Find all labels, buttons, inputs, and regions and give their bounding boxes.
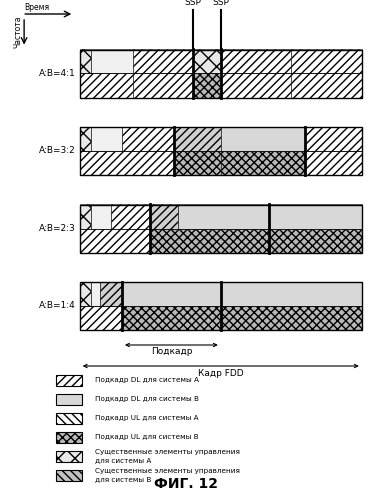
Bar xyxy=(269,228,362,252)
Text: A:B=1:4: A:B=1:4 xyxy=(39,302,76,310)
Bar xyxy=(80,127,91,151)
Bar xyxy=(150,228,269,252)
Bar xyxy=(122,306,221,330)
Bar xyxy=(91,282,99,306)
Bar xyxy=(193,74,221,98)
Text: SSP: SSP xyxy=(212,0,229,7)
Bar xyxy=(91,204,111,229)
Bar xyxy=(80,282,362,330)
Text: SSP: SSP xyxy=(184,0,201,7)
Text: ФИГ. 12: ФИГ. 12 xyxy=(154,477,217,491)
Bar xyxy=(56,450,82,462)
Text: Подкадр UL для системы B: Подкадр UL для системы B xyxy=(95,434,198,440)
Bar xyxy=(122,282,221,306)
Bar xyxy=(150,204,178,229)
Text: A:B=2:3: A:B=2:3 xyxy=(39,224,76,233)
Bar xyxy=(80,228,150,252)
Bar xyxy=(133,50,193,74)
Text: Частота: Частота xyxy=(13,16,22,48)
Bar xyxy=(269,204,362,229)
Bar xyxy=(56,470,82,480)
Bar xyxy=(80,204,91,229)
Bar xyxy=(56,432,82,442)
Bar xyxy=(178,204,269,229)
Text: Существенные элементы управления
для системы B: Существенные элементы управления для сис… xyxy=(95,468,239,482)
Bar xyxy=(80,306,122,330)
Bar xyxy=(56,394,82,404)
Text: Кадр FDD: Кадр FDD xyxy=(198,368,243,378)
Bar xyxy=(91,127,122,151)
Bar xyxy=(174,151,221,175)
Bar xyxy=(56,412,82,424)
Text: Подкадр DL для системы B: Подкадр DL для системы B xyxy=(95,396,198,402)
Bar xyxy=(80,127,362,175)
Bar xyxy=(80,50,91,74)
Bar xyxy=(80,151,174,175)
Text: Время: Время xyxy=(24,3,49,12)
Bar xyxy=(111,204,150,229)
Bar xyxy=(133,74,193,98)
Text: Существенные элементы управления
для системы А: Существенные элементы управления для сис… xyxy=(95,449,239,463)
Bar xyxy=(221,282,362,306)
Bar xyxy=(80,50,362,98)
Text: A:B=3:2: A:B=3:2 xyxy=(39,146,76,156)
Bar xyxy=(291,50,362,74)
Bar xyxy=(80,204,362,252)
Bar xyxy=(305,127,362,151)
Bar xyxy=(193,50,221,74)
Bar xyxy=(174,127,221,151)
Text: Подкадр DL для системы A: Подкадр DL для системы A xyxy=(95,377,198,383)
Bar xyxy=(221,151,305,175)
Bar xyxy=(122,127,174,151)
Text: A:B=4:1: A:B=4:1 xyxy=(39,69,76,78)
Text: Подкадр UL для системы A: Подкадр UL для системы A xyxy=(95,415,198,421)
Bar xyxy=(221,50,291,74)
Text: Подкадр: Подкадр xyxy=(151,348,192,356)
Bar xyxy=(221,306,362,330)
Bar xyxy=(221,74,291,98)
Bar xyxy=(221,127,305,151)
Bar xyxy=(80,74,133,98)
Bar xyxy=(91,50,133,74)
Bar xyxy=(305,151,362,175)
Bar xyxy=(291,74,362,98)
Bar xyxy=(56,374,82,386)
Bar xyxy=(99,282,122,306)
Bar xyxy=(80,282,91,306)
